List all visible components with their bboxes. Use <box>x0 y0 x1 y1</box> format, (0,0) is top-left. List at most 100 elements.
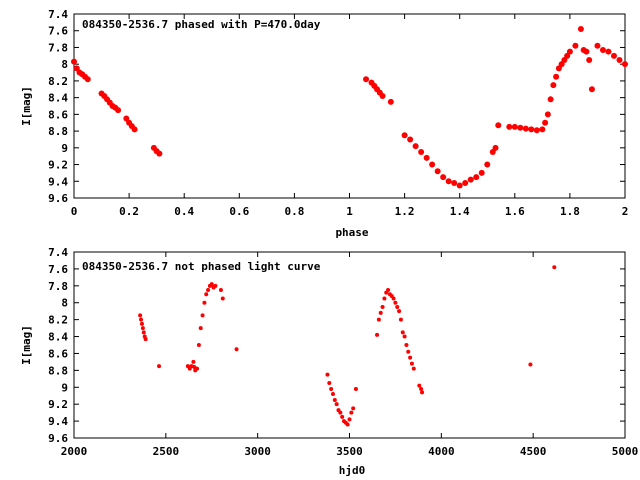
unphased-data-point <box>386 288 391 293</box>
unphased-y-tick-label: 9 <box>61 381 68 394</box>
phased-y-tick-label: 7.6 <box>48 25 68 38</box>
unphased-data-point <box>334 402 339 407</box>
unphased-data-point <box>196 343 201 347</box>
phased-data-point <box>462 179 469 186</box>
phased-data-point <box>544 111 551 118</box>
unphased-data-point <box>347 417 352 422</box>
phased-y-tick-label: 8.4 <box>48 92 68 105</box>
unphased-data-point <box>397 309 402 314</box>
phased-x-tick-label: 0.6 <box>229 205 249 218</box>
phased-x-tick-label: 1 <box>346 205 353 218</box>
phased-data-point <box>522 125 529 132</box>
unphased-data-point <box>400 330 405 335</box>
unphased-data-point <box>528 362 533 367</box>
phased-data-point <box>539 126 546 133</box>
phased-x-tick-label: 0.2 <box>119 205 139 218</box>
unphased-data-point <box>411 366 416 371</box>
unphased-x-axis-label: hjd0 <box>339 464 366 477</box>
unphased-y-tick-label: 7.4 <box>48 246 68 259</box>
unphased-data-point <box>406 349 411 354</box>
unphased-x-tick-label: 3000 <box>244 445 271 458</box>
unphased-x-tick-label: 5000 <box>612 445 639 458</box>
phased-data-point <box>387 98 394 105</box>
phased-data-point <box>572 42 579 49</box>
phased-x-tick-label: 0.8 <box>284 205 304 218</box>
phased-y-tick-label: 8.2 <box>48 75 68 88</box>
phased-x-tick-label: 1.4 <box>450 205 470 218</box>
phased-data-point <box>495 122 502 129</box>
unphased-y-tick-label: 7.6 <box>48 263 68 276</box>
unphased-y-tick-label: 8.2 <box>48 314 68 327</box>
phased-data-point <box>363 76 370 83</box>
unphased-y-tick-label: 9.6 <box>48 432 68 445</box>
phased-data-point <box>610 52 617 59</box>
phased-data-point <box>473 174 480 181</box>
unphased-data-point <box>202 300 207 305</box>
unphased-data-point <box>198 326 203 331</box>
unphased-data-point <box>195 366 200 371</box>
phased-data-point <box>131 126 138 133</box>
unphased-data-point <box>378 310 383 315</box>
phased-data-point <box>511 123 518 130</box>
phased-x-axis-label: phase <box>335 226 368 239</box>
phased-y-tick-label: 9.6 <box>48 192 68 205</box>
phased-x-tick-label: 2 <box>622 205 629 218</box>
unphased-data-point <box>332 397 337 402</box>
unphased-data-point <box>417 383 422 388</box>
unphased-data-point <box>353 386 358 391</box>
phased-y-axis-label: I[mag] <box>20 86 33 126</box>
phased-x-tick-label: 1.2 <box>395 205 415 218</box>
unphased-data-point <box>327 381 332 386</box>
phased-data-point <box>407 136 414 143</box>
unphased-data-point <box>391 296 396 301</box>
unphased-data-point <box>351 406 356 411</box>
unphased-data-point <box>218 288 223 293</box>
unphased-y-tick-label: 9.2 <box>48 398 68 411</box>
phased-data-point <box>423 154 430 161</box>
phased-data-point <box>478 169 485 176</box>
unphased-data-point <box>139 321 144 326</box>
phased-data-point <box>550 82 557 89</box>
unphased-data-point <box>395 304 400 309</box>
unphased-y-axis-label: I[mag] <box>20 325 33 365</box>
unphased-data-point <box>349 410 354 415</box>
phased-data-point <box>533 127 540 134</box>
phased-y-tick-label: 9.4 <box>48 175 68 188</box>
unphased-data-point <box>200 313 205 318</box>
unphased-plot-frame <box>73 251 626 439</box>
unphased-data-point <box>375 332 380 337</box>
unphased-x-tick-label: 3500 <box>336 445 363 458</box>
phased-data-point <box>484 161 491 168</box>
unphased-data-point <box>398 317 403 322</box>
unphased-panel: 084350-2536.7 not phased light curve hjd… <box>20 246 638 477</box>
unphased-data-point <box>143 337 148 342</box>
unphased-data-point <box>329 386 334 391</box>
phased-x-tick-label: 1.6 <box>505 205 525 218</box>
phased-data-point <box>445 178 452 185</box>
phased-data-point <box>440 174 447 181</box>
phased-data-point <box>115 107 122 114</box>
phased-y-tick-label: 9.2 <box>48 159 68 172</box>
phased-data-point <box>605 48 612 55</box>
unphased-y-tick-label: 8 <box>61 297 68 310</box>
phased-y-tick-label: 8.6 <box>48 108 68 121</box>
unphased-data-point <box>380 304 385 309</box>
phased-data-point <box>492 144 499 151</box>
unphased-data-point <box>213 283 218 288</box>
unphased-panel-title: 084350-2536.7 not phased light curve <box>82 260 321 273</box>
phased-data-point <box>542 119 549 126</box>
unphased-data-point <box>325 372 330 377</box>
unphased-data-point <box>138 313 143 318</box>
phased-x-tick-label: 1.8 <box>560 205 580 218</box>
unphased-data-point <box>140 326 145 331</box>
unphased-data-point <box>345 422 350 427</box>
phased-y-tick-label: 7.4 <box>48 8 68 21</box>
unphased-data-point <box>340 414 345 419</box>
unphased-data-point <box>206 288 211 293</box>
unphased-data-point <box>220 296 225 301</box>
unphased-data-point <box>234 347 239 352</box>
unphased-y-tick-label: 8.4 <box>48 331 68 344</box>
phased-data-point <box>401 132 408 139</box>
